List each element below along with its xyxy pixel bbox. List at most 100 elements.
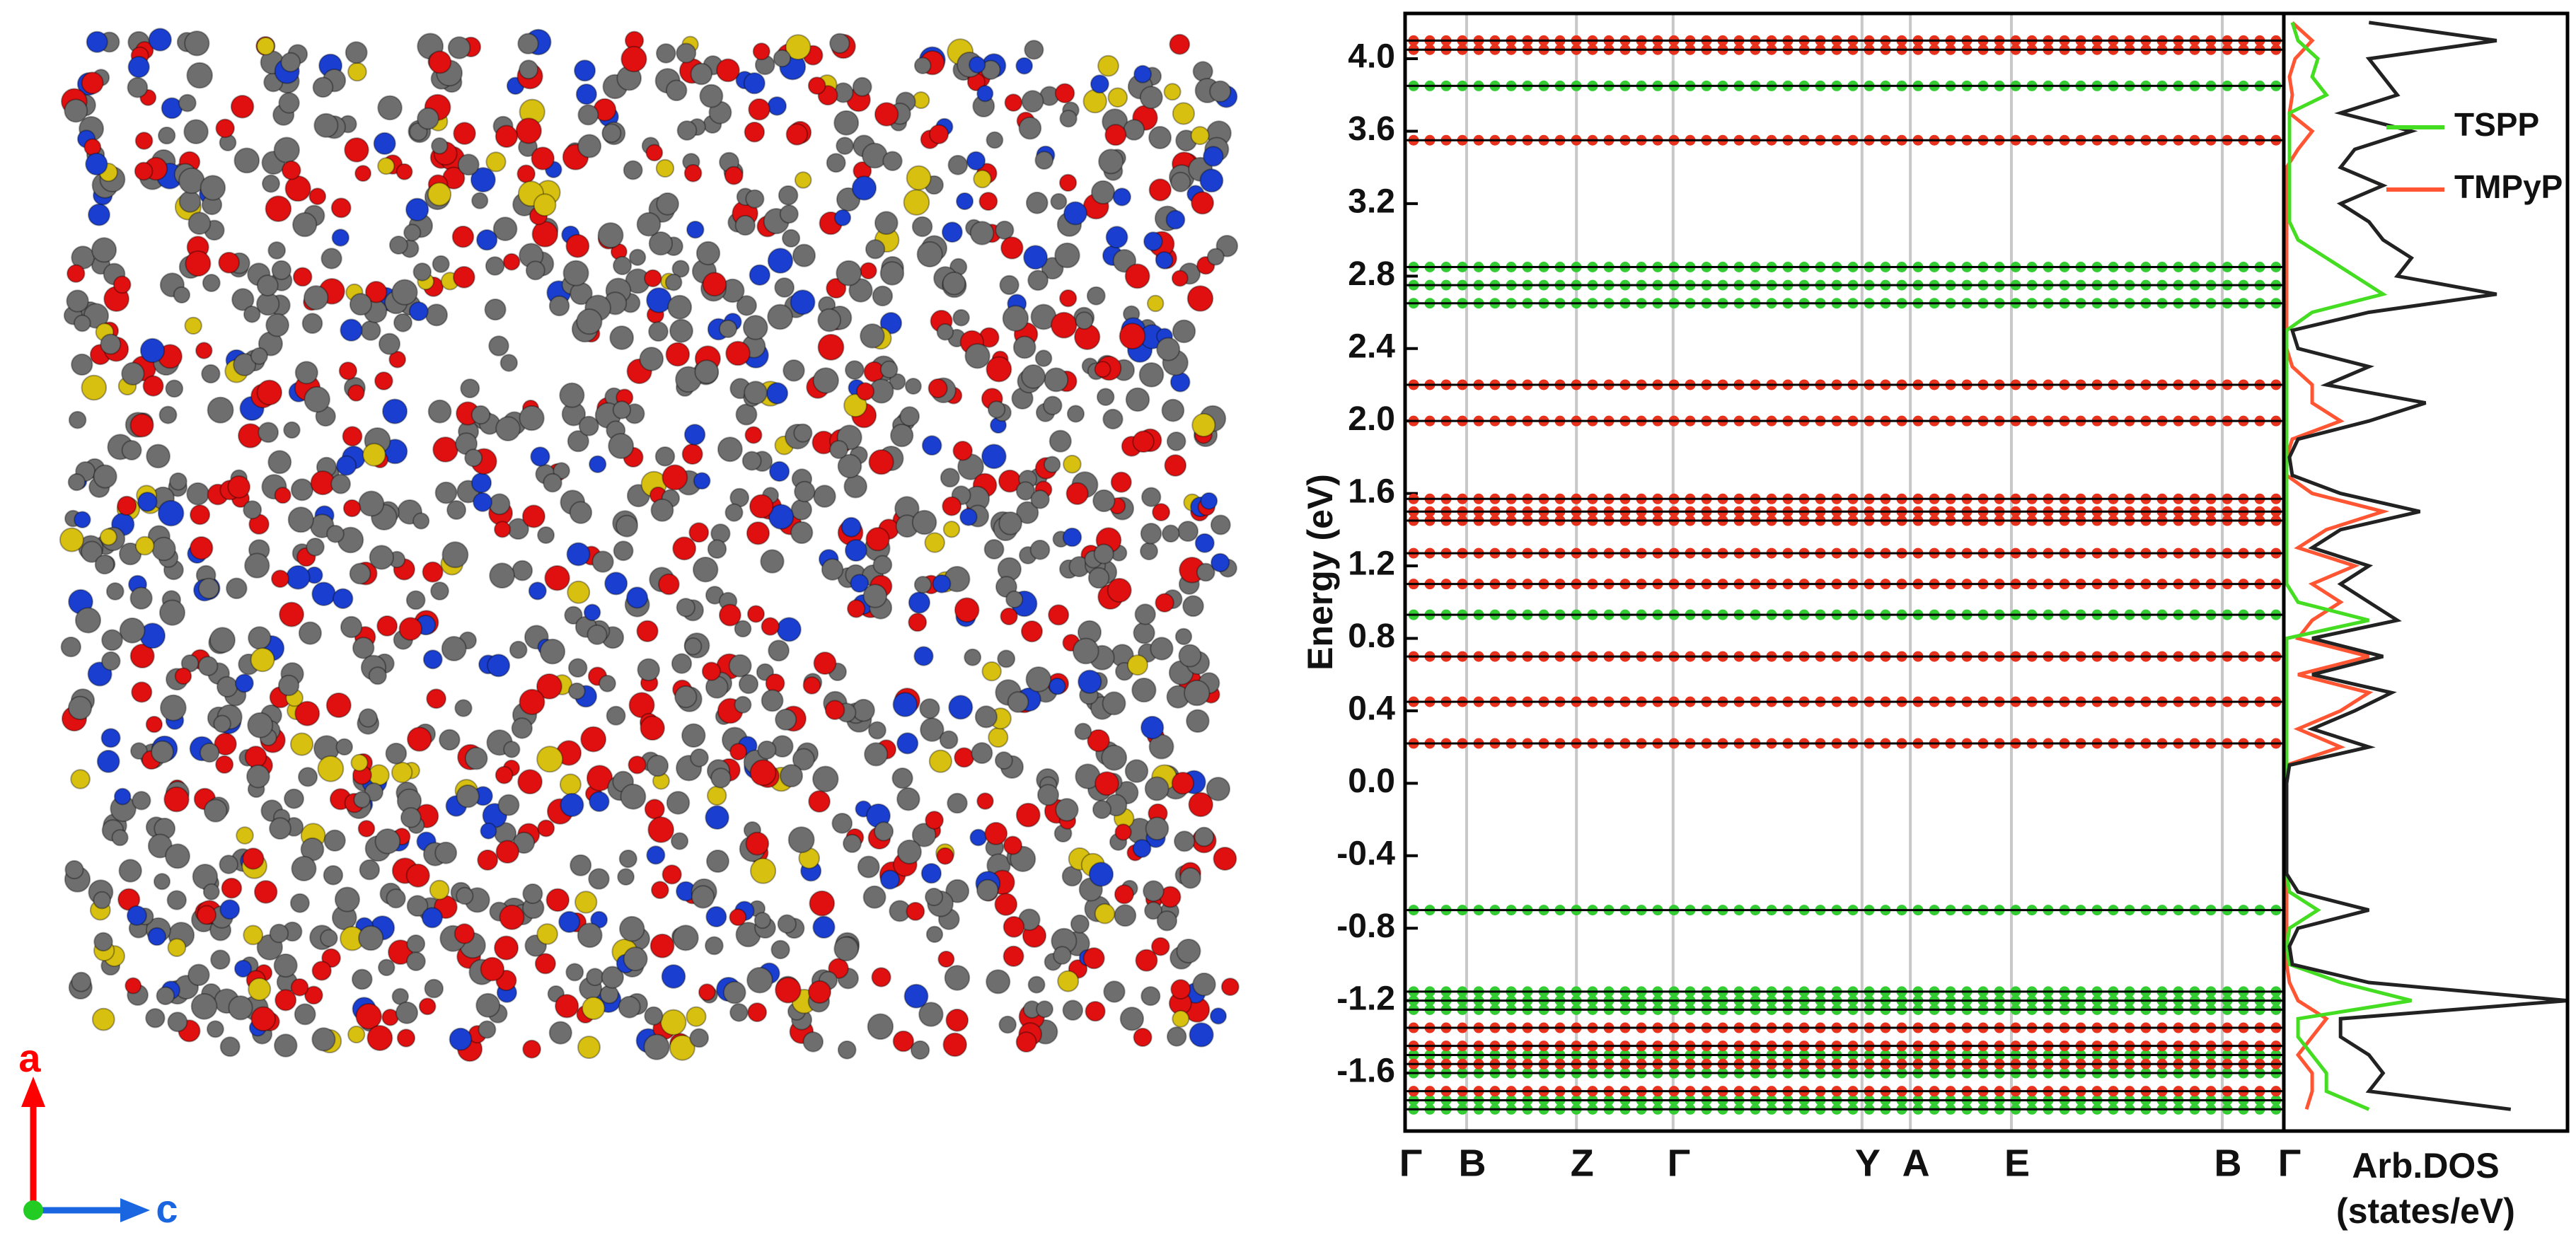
atom [377,157,395,175]
atom [807,76,826,95]
atom [169,472,187,491]
atom [1148,734,1174,760]
atom [233,959,253,978]
atom [421,907,444,929]
atom [616,514,638,538]
atom [940,468,960,488]
atom [698,983,716,1002]
atom [749,264,771,286]
atom [669,1034,695,1061]
atom [997,649,1016,668]
atom [1078,669,1102,694]
atom [306,538,325,557]
atom [942,521,961,538]
atom [85,152,108,176]
atom [186,62,214,89]
atom [335,738,354,756]
atom [947,792,968,814]
atom [377,95,403,121]
atom [865,527,890,552]
atom [267,450,292,475]
atom [153,873,171,891]
atom [460,378,480,399]
atom [1062,527,1082,547]
atom [574,891,598,914]
atom [879,312,903,335]
atom [456,886,474,905]
atom [1192,972,1216,997]
atom [250,1006,277,1032]
atom [925,811,944,830]
atom [1029,539,1051,560]
y-tick-label: -0.8 [1336,908,1395,945]
atom [837,1040,857,1060]
atom [117,888,141,911]
atom [1057,970,1080,992]
atom [265,313,290,337]
atom [478,1020,497,1039]
atom [683,637,703,656]
atom [644,269,662,288]
atom [304,985,323,1005]
atom [345,41,368,64]
atom [148,28,173,52]
atom [427,182,452,207]
atom [352,637,375,659]
atom [373,132,396,155]
atom [1054,242,1080,269]
atom [464,448,483,468]
atom [954,747,975,768]
atom [323,829,346,852]
atom [847,599,866,618]
atom [736,295,758,316]
atom [836,137,854,156]
atom [813,485,836,508]
atom [570,854,592,876]
atom [494,935,519,961]
atom [112,275,132,294]
atom [767,248,794,274]
atom [290,978,309,997]
atom [683,163,703,182]
y-axis-label: Energy (eV) [1300,474,1340,671]
atom [1171,772,1195,795]
atom [988,726,1009,748]
atom [892,692,918,717]
atom [619,915,645,942]
atom [160,694,187,721]
atom [253,880,278,904]
atom [544,564,570,591]
atom [167,1012,188,1033]
atom [1024,40,1044,60]
atom [952,308,970,327]
x-tick-label: Y [1855,1142,1881,1184]
atom [1023,245,1049,270]
atom [134,161,154,181]
x-tick-label: Γ [2278,1142,2301,1184]
atom [126,905,147,926]
atom [1150,637,1174,661]
atom [284,788,304,809]
atom [74,607,102,634]
atom [948,695,974,720]
atom [964,648,982,666]
atom [1018,116,1042,140]
atom [860,262,877,280]
atom [589,455,607,473]
atom [831,813,853,834]
atom [396,1028,416,1048]
atom [66,289,89,313]
atom [671,832,689,850]
atom [939,730,959,750]
atom [1215,235,1239,257]
atom [681,723,706,748]
atom [1143,880,1165,902]
atom [857,855,880,879]
atom [256,379,283,406]
atom [564,605,583,625]
atom [519,59,539,80]
atom [826,153,846,173]
atom [656,43,676,64]
atom [1053,946,1072,965]
atom [936,323,954,341]
